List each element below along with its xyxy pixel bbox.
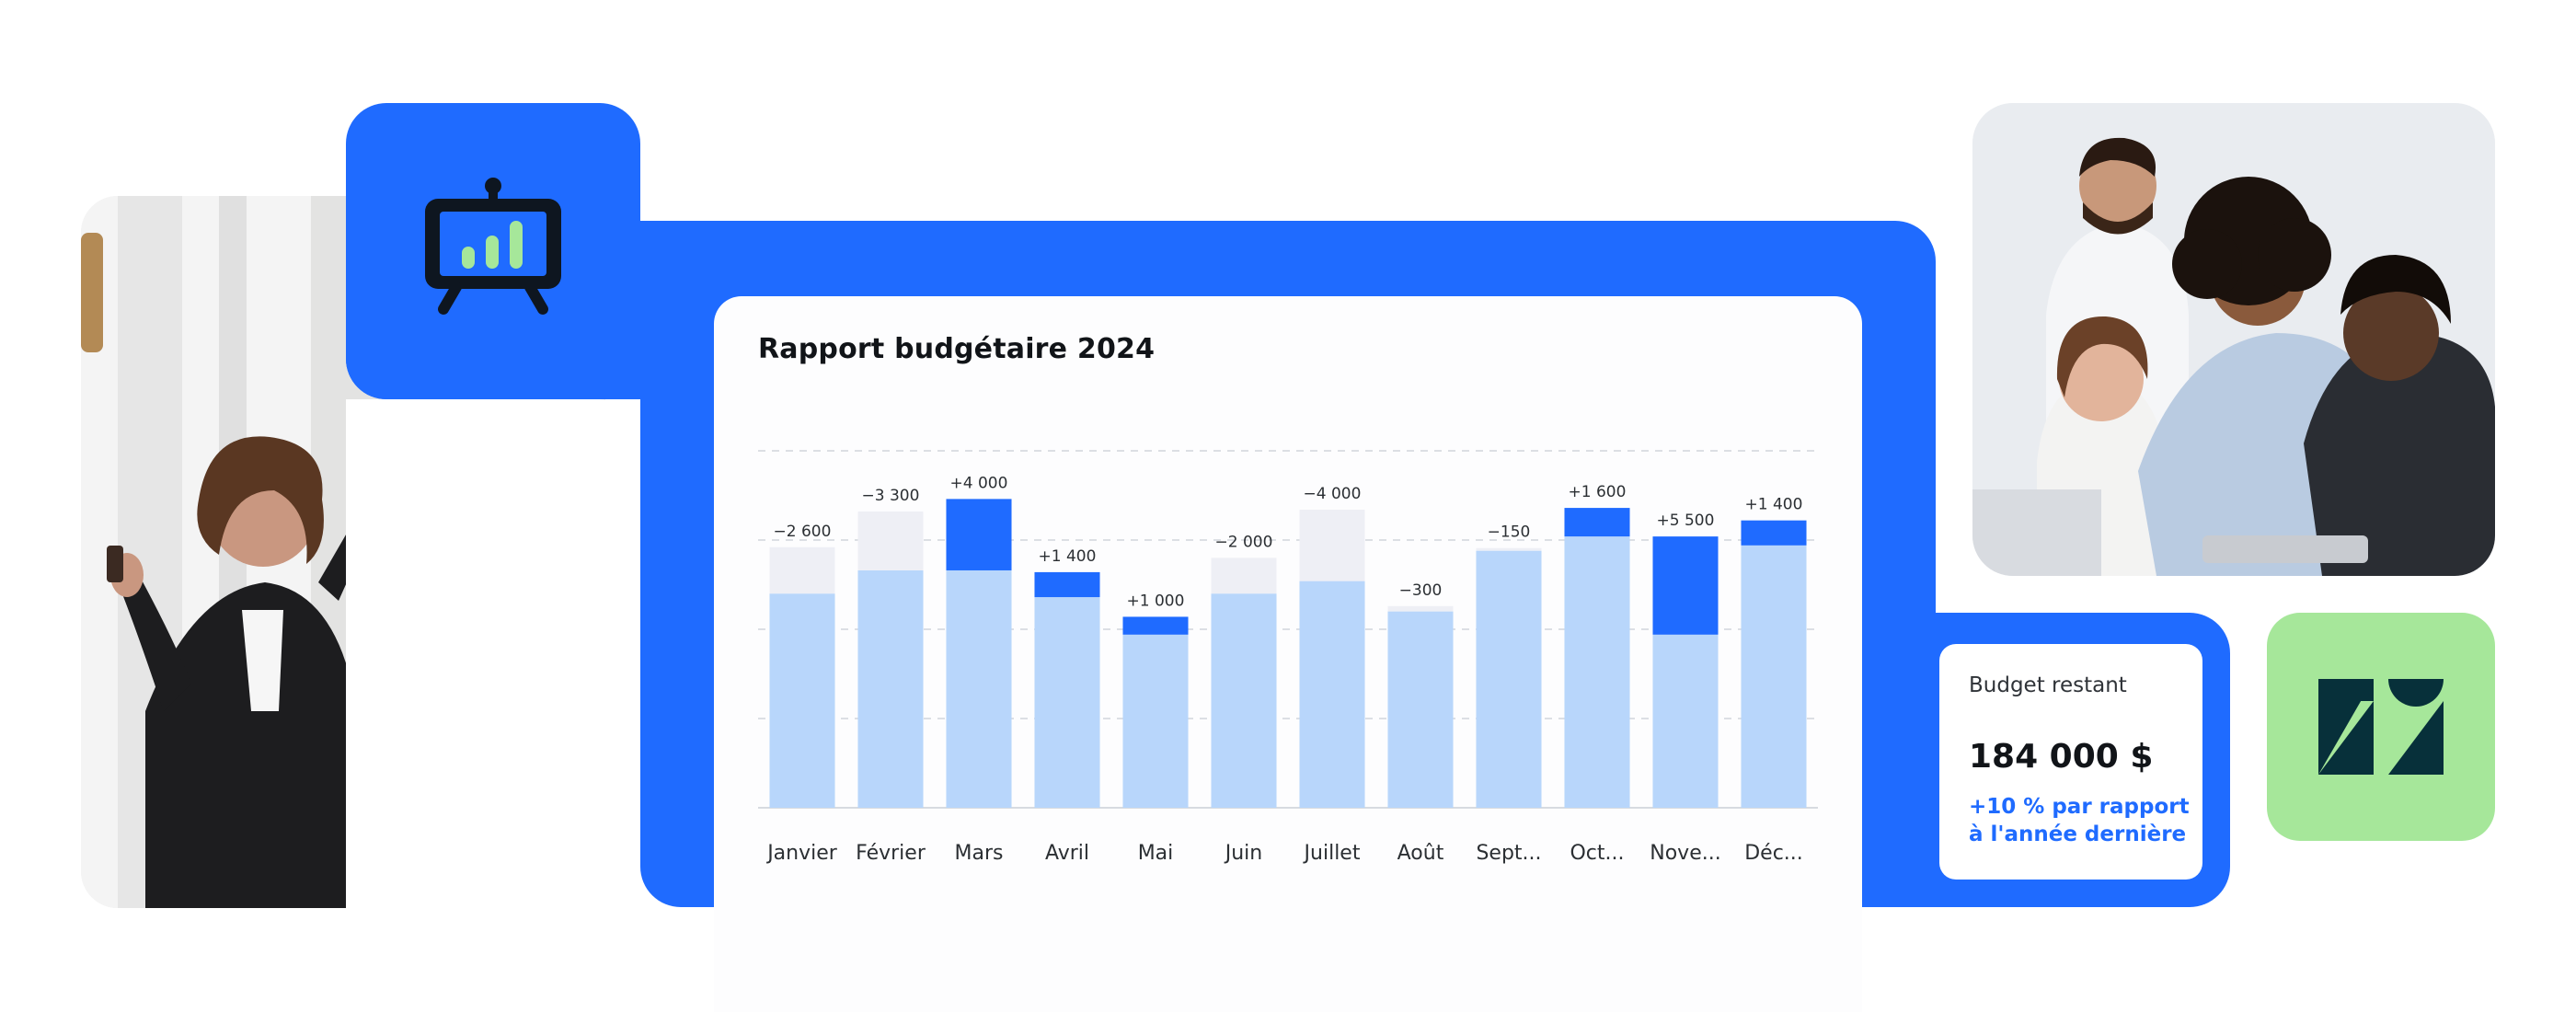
bar-base xyxy=(946,569,1012,808)
bar-base xyxy=(1741,545,1807,808)
bar-base xyxy=(1299,581,1365,808)
x-tick-label: Mars xyxy=(955,842,1004,865)
x-tick-label: Déc... xyxy=(1744,842,1803,865)
bar-variance-label: −2 600 xyxy=(774,523,832,541)
bar-variance-label: +4 000 xyxy=(950,474,1008,492)
bar-variance-negative xyxy=(1299,510,1365,581)
bar-variance-negative xyxy=(769,546,835,594)
bar-variance-negative xyxy=(1211,558,1277,594)
bar-variance-label: +1 000 xyxy=(1127,592,1185,610)
bar-variance-label: +1 600 xyxy=(1569,483,1627,501)
bar-base xyxy=(857,569,924,808)
photo-team-collaborating-image xyxy=(1972,103,2495,576)
panel-notch-left xyxy=(346,399,640,914)
bar-variance-label: −4 000 xyxy=(1304,485,1362,503)
budget-remaining-label: Budget restant xyxy=(1969,673,2127,697)
bar-base xyxy=(1211,593,1277,808)
bar-variance-positive xyxy=(1122,616,1189,635)
budget-bar-chart: −2 600 Janvier −3 300 Février +4 000 Mars +1 4… xyxy=(758,450,1818,865)
zendesk-logo-tile xyxy=(2267,613,2495,841)
budget-report-card: Rapport budgétaire 2024 −2 600 Janvier −3 … xyxy=(714,296,1862,1012)
bar-variance-label: −2 000 xyxy=(1215,533,1273,551)
bar-variance-negative xyxy=(1387,605,1454,612)
bar-variance-positive xyxy=(1652,536,1719,635)
presentation-board-icon xyxy=(420,175,567,322)
photo-team-collaborating xyxy=(1972,103,2495,576)
bar-variance-positive xyxy=(1034,571,1100,598)
panel-notch-top xyxy=(640,103,1939,221)
bar-variance-positive xyxy=(1741,520,1807,546)
x-tick-label: Janvier xyxy=(765,842,838,865)
budget-change-text: +10 % par rapport à l'année dernière xyxy=(1969,795,2190,846)
budget-remaining-value: 184 000 $ xyxy=(1969,738,2154,776)
x-tick-label: Février xyxy=(856,842,926,865)
bar-variance-label: +1 400 xyxy=(1745,496,1803,514)
x-tick-label: Mai xyxy=(1138,842,1174,865)
bar-base xyxy=(1122,634,1189,808)
bar-base xyxy=(1564,536,1630,808)
bar-variance-label: +5 500 xyxy=(1657,512,1715,530)
bar-base xyxy=(769,593,835,808)
x-tick-label: Avril xyxy=(1045,842,1089,865)
zendesk-logo xyxy=(2318,679,2444,775)
bar-variance-positive xyxy=(946,499,1012,570)
chart-title: Rapport budgétaire 2024 xyxy=(758,333,1156,365)
bar-variance-label: +1 400 xyxy=(1039,547,1097,566)
x-tick-label: Oct... xyxy=(1570,842,1624,865)
x-tick-label: Août xyxy=(1397,842,1444,865)
bar-variance-label: −300 xyxy=(1399,581,1443,600)
bar-variance-negative xyxy=(857,511,924,570)
bar-base xyxy=(1476,550,1542,808)
bar-variance-label: −3 300 xyxy=(862,487,920,505)
x-tick-label: Juin xyxy=(1224,842,1263,865)
x-tick-label: Nove... xyxy=(1650,842,1720,865)
bar-variance-label: −150 xyxy=(1488,523,1531,542)
x-tick-label: Juillet xyxy=(1303,842,1361,865)
bar-variance-positive xyxy=(1564,508,1630,537)
bar-base xyxy=(1652,634,1719,808)
budget-remaining-card: Budget restant 184 000 $ +10 % par rappo… xyxy=(1939,644,2202,880)
x-tick-label: Sept... xyxy=(1476,842,1541,865)
bar-variance-negative xyxy=(1476,547,1542,551)
bar-base xyxy=(1034,597,1100,808)
bar-base xyxy=(1387,611,1454,808)
